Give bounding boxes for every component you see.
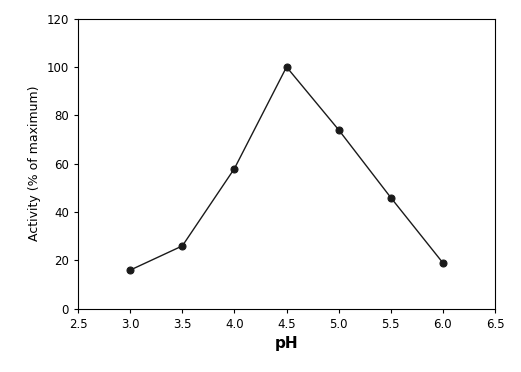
Y-axis label: Activity (% of maximum): Activity (% of maximum) — [28, 86, 41, 241]
X-axis label: pH: pH — [275, 336, 299, 351]
